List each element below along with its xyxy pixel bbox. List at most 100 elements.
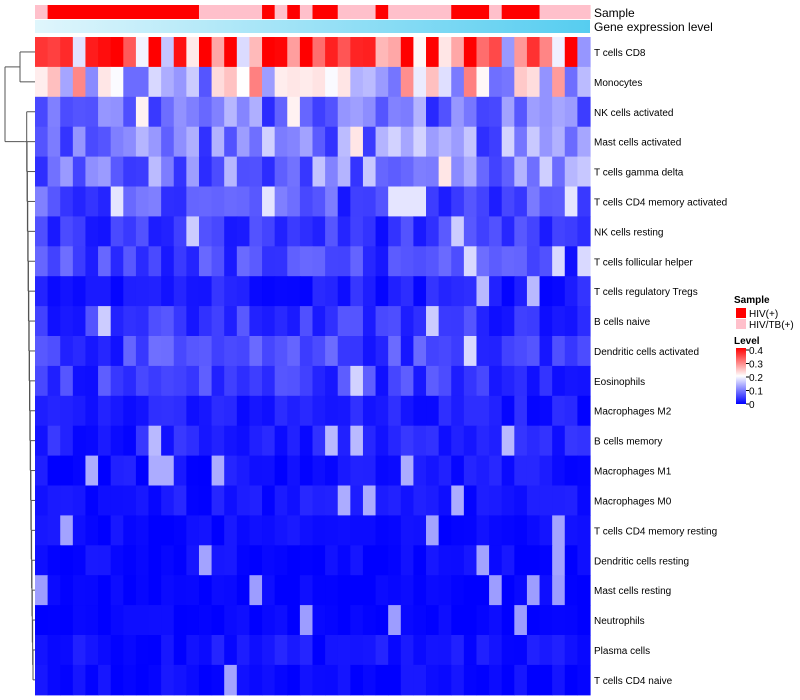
heatmap-cell — [211, 126, 225, 158]
heatmap-cell — [287, 37, 301, 68]
heatmap-cell — [489, 276, 503, 307]
heatmap-cell — [299, 485, 314, 516]
heatmap-cell — [262, 425, 276, 457]
heatmap-cell — [552, 216, 566, 247]
heatmap-cell — [249, 96, 263, 128]
heatmap-cell — [262, 545, 276, 576]
heatmap-cell — [350, 365, 364, 397]
heatmap-cell — [262, 515, 276, 546]
heatmap-cell — [123, 276, 137, 307]
heatmap-cell — [299, 276, 314, 307]
heatmap-cell — [388, 186, 402, 217]
row-label: Macrophages M2 — [594, 407, 672, 418]
heatmap-cell — [287, 395, 301, 427]
heatmap-cell — [47, 126, 61, 158]
heatmap-cell — [211, 306, 225, 337]
heatmap-cell — [249, 635, 263, 666]
heatmap-cell — [337, 515, 351, 546]
heatmap-cell — [186, 126, 200, 158]
heatmap-cell — [451, 575, 465, 606]
heatmap-cell — [123, 246, 137, 277]
sample-cell — [375, 5, 389, 19]
heatmap-cell — [362, 664, 377, 696]
heatmap-cell — [60, 126, 74, 158]
heatmap-cell — [198, 515, 213, 546]
heatmap-cell — [514, 216, 528, 247]
heatmap-cell — [400, 186, 415, 217]
heatmap-cell — [186, 664, 200, 696]
heatmap-cell — [47, 37, 61, 68]
heatmap-cell — [211, 664, 225, 696]
heatmap-cell — [514, 545, 528, 576]
heatmap-cell — [350, 216, 364, 247]
heatmap-cell — [375, 635, 389, 666]
heatmap-cell — [85, 545, 99, 576]
heatmap-cell — [400, 336, 415, 367]
row-label: T cells CD4 naive — [594, 676, 673, 687]
heatmap-cell — [438, 276, 452, 307]
heatmap-cell — [186, 96, 200, 128]
heatmap-cell — [463, 545, 478, 576]
heatmap-cell — [274, 246, 288, 277]
heatmap-cell — [476, 605, 490, 636]
heatmap-cell — [186, 605, 200, 636]
heatmap-cell — [552, 365, 566, 397]
heatmap-cell — [123, 306, 137, 337]
heatmap-cell — [463, 395, 478, 427]
heatmap-cell — [476, 336, 490, 367]
heatmap-cell — [577, 216, 591, 247]
heatmap-cell — [426, 545, 440, 576]
heatmap-cell — [85, 336, 99, 367]
heatmap-cell — [236, 246, 251, 277]
heatmap-cell — [375, 126, 389, 158]
heatmap-cell — [274, 365, 288, 397]
heatmap-cell — [325, 515, 339, 546]
heatmap-cell — [413, 37, 427, 68]
heatmap-cell — [148, 455, 162, 487]
row-dendrogram — [4, 51, 35, 681]
heatmap-cell — [186, 545, 200, 576]
heatmap-cell — [35, 605, 49, 636]
heatmap-cell — [337, 126, 351, 158]
heatmap-cell — [236, 605, 251, 636]
heatmap-cell — [98, 365, 112, 397]
sample-cell — [236, 5, 251, 19]
heatmap-cell — [337, 66, 351, 98]
heatmap-cell — [47, 365, 61, 397]
heatmap-cell — [173, 306, 187, 337]
row-label: Monocytes — [594, 78, 642, 89]
heatmap-cell — [362, 575, 377, 606]
heatmap-cell — [274, 395, 288, 427]
heatmap-cell — [186, 37, 200, 68]
heatmap-cell — [249, 306, 263, 337]
heatmap-cell — [123, 336, 137, 367]
heatmap-cell — [552, 425, 566, 457]
heatmap-cell — [60, 276, 74, 307]
heatmap-cell — [123, 485, 137, 516]
heatmap-cell — [577, 126, 591, 158]
heatmap-cell — [123, 186, 137, 217]
heatmap-cell — [413, 336, 427, 367]
heatmap-cell — [60, 575, 74, 606]
heatmap-cell — [224, 365, 238, 397]
heatmap-cell — [224, 306, 238, 337]
heatmap-cell — [312, 515, 326, 546]
heatmap-cell — [47, 186, 61, 217]
heatmap-cell — [72, 425, 87, 457]
heatmap-cell — [135, 605, 150, 636]
heatmap-cell — [72, 306, 87, 337]
sample-cell — [426, 5, 440, 19]
heatmap-cell — [98, 37, 112, 68]
sample-cell — [400, 5, 415, 19]
heatmap-cell — [438, 395, 452, 427]
heatmap-cell — [526, 276, 541, 307]
heatmap-cell — [249, 425, 263, 457]
heatmap-cell — [72, 455, 87, 487]
heatmap-cell — [388, 455, 402, 487]
heatmap-cell — [375, 515, 389, 546]
heatmap-cell — [198, 485, 213, 516]
heatmap-cell — [148, 545, 162, 576]
heatmap-cell — [224, 246, 238, 277]
heatmap-cell — [577, 485, 591, 516]
heatmap-cell — [198, 336, 213, 367]
